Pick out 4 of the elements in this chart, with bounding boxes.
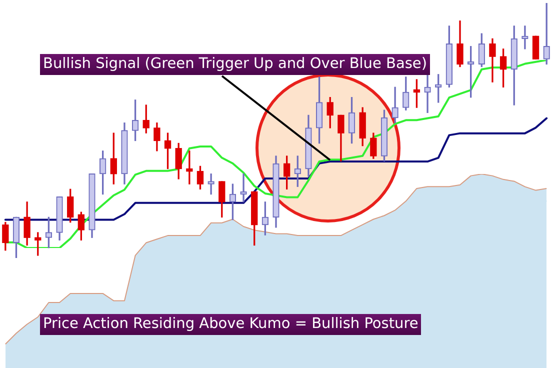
candlestick [424, 74, 431, 113]
candlestick [208, 174, 214, 195]
annotation: Price Action Residing Above Kumo = Bullish Posture [40, 314, 422, 335]
annotation: Bullish Signal (Green Trigger Up and Over Blue Base) [40, 54, 430, 75]
